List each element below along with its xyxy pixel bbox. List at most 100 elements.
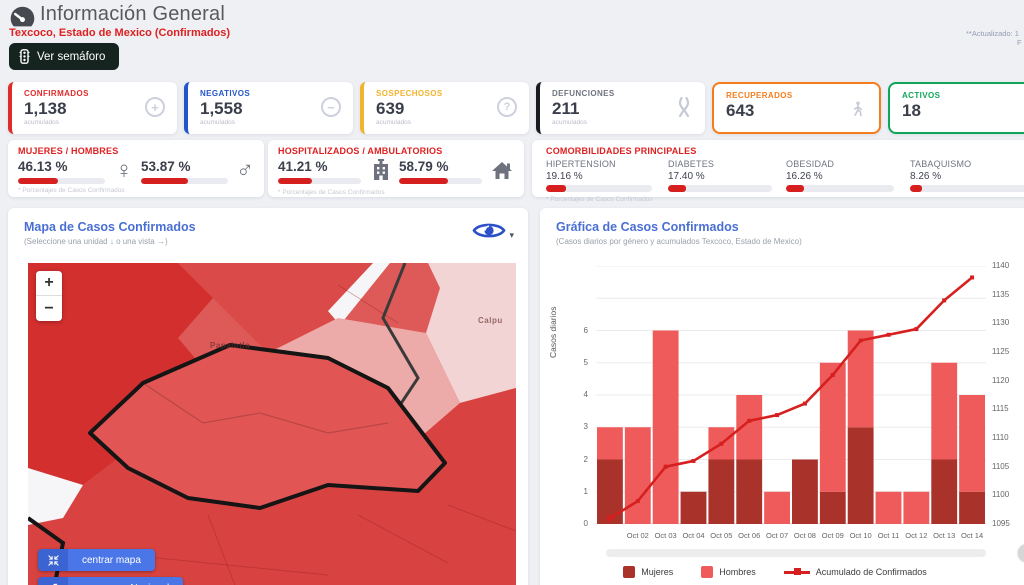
comorbidity-progress	[546, 185, 652, 192]
left-tick-label: 6	[583, 325, 588, 335]
bar-hombres-Oct 09[interactable]	[819, 362, 846, 492]
dashboard-gauge-icon	[10, 6, 35, 31]
comorbidity-item: OBESIDAD 16.26 %	[786, 159, 910, 192]
bar-mujeres-Oct 10[interactable]	[847, 427, 874, 524]
line-marker	[775, 413, 780, 418]
female-icon: ♀	[115, 157, 133, 184]
minus-circle-icon: −	[321, 97, 341, 117]
bar-hombres-Oct 03[interactable]	[652, 330, 679, 525]
compress-icon	[38, 549, 68, 571]
updated-text: **Actualizado: 1	[966, 29, 1019, 38]
card-label: ACTIVOS	[902, 91, 941, 100]
card-activos: ACTIVOS 18	[888, 82, 1024, 134]
ambulatory-percent: 58.79 %	[399, 159, 449, 174]
card-hosp-amb: HOSPITALIZADOS / AMBULATORIOS 41.21 % 58…	[268, 140, 524, 197]
right-tick-label: 1135	[992, 289, 1010, 299]
home-icon	[490, 159, 514, 186]
legend-item-acumulado[interactable]: Acumulado de Confirmados	[783, 567, 927, 577]
legend-item-hombres[interactable]: Hombres	[701, 566, 756, 578]
legend-label: Hombres	[719, 567, 756, 577]
bar-hombres-Oct 07[interactable]	[764, 491, 790, 524]
legend-item-mujeres[interactable]: Mujeres	[623, 566, 673, 578]
bar-mujeres-Oct 01[interactable]	[597, 459, 623, 525]
card-recuperados: RECUPERADOS 643	[712, 82, 881, 134]
x-tick-label: Oct 14	[961, 531, 984, 540]
bar-hombres-Oct 02[interactable]	[624, 427, 651, 524]
card-value: 639	[376, 99, 405, 118]
chart-range-scrollbar[interactable]	[606, 544, 1024, 561]
x-tick-label: Oct 04	[682, 531, 705, 540]
ambulatory-progress	[399, 178, 482, 184]
comorbidity-progress	[668, 185, 772, 192]
card-label: RECUPERADOS	[726, 91, 793, 100]
right-tick-label: 1120	[992, 375, 1010, 385]
zoom-in-button[interactable]: +	[36, 271, 62, 296]
right-tick-label: 1115	[992, 404, 1009, 414]
bar-mujeres-Oct 14[interactable]	[959, 491, 985, 524]
map-svg[interactable]	[28, 263, 516, 585]
line-marker	[886, 332, 891, 337]
comorbidity-percent: 19.16 %	[546, 171, 583, 182]
center-map-button[interactable]: centrar mapa	[38, 549, 155, 571]
bar-mujeres-Oct 04[interactable]	[680, 491, 707, 524]
card-negativos: NEGATIVOS 1,558 acumulados −	[184, 82, 353, 134]
map-view-menu-button[interactable]: ▾	[472, 220, 514, 241]
line-marker	[691, 458, 696, 463]
line-marker	[663, 464, 668, 469]
bar-mujeres-Oct 06[interactable]	[736, 459, 763, 525]
card-label: CONFIRMADOS	[24, 89, 89, 98]
chart-panel-subtitle: (Casos diarios por género y acumulados T…	[556, 237, 802, 246]
center-map-label: centrar mapa	[68, 549, 155, 571]
chart-svg[interactable]	[596, 265, 986, 525]
stat-cards-row: CONFIRMADOS 1,138 acumulados + NEGATIVOS…	[0, 82, 1024, 134]
x-tick-label: Oct 12	[905, 531, 928, 540]
ambulatory-stat: 58.79 %	[399, 159, 482, 184]
line-marker	[914, 327, 919, 332]
left-tick-label: 1	[583, 486, 588, 496]
bar-mujeres-Oct 13[interactable]	[931, 459, 958, 525]
eye-icon	[472, 223, 507, 238]
hospitalized-percent: 41.21 %	[278, 159, 328, 174]
card-value: 18	[902, 101, 921, 120]
choropleth-map[interactable]: Papalotla Calpu + − centrar mapa ↺ regre…	[28, 263, 516, 585]
x-tick-label: Oct 07	[766, 531, 789, 540]
male-stat: 53.87 %	[141, 159, 228, 184]
chart-plot-area[interactable]	[596, 265, 986, 525]
traffic-light-icon	[19, 49, 30, 64]
line-marker	[942, 298, 947, 303]
chart-panel: Gráfica de Casos Confirmados (Casos diar…	[540, 208, 1024, 585]
ver-semaforo-button[interactable]: Ver semáforo	[9, 43, 120, 70]
x-tick-label: Oct 08	[793, 531, 816, 540]
card-label: SOSPECHOSOS	[376, 89, 443, 98]
right-tick-label: 1105	[992, 461, 1010, 471]
comorbidity-label: DIABETES	[668, 159, 715, 169]
male-percent: 53.87 %	[141, 159, 191, 174]
bar-hombres-Oct 12[interactable]	[903, 491, 930, 524]
hospitalized-progress	[278, 178, 361, 184]
bar-hombres-Oct 10[interactable]	[847, 330, 874, 428]
bar-hombres-Oct 13[interactable]	[931, 362, 958, 460]
male-progress	[141, 178, 228, 184]
scrollbar-handle-left[interactable]	[1018, 544, 1024, 561]
bar-hombres-Oct 14[interactable]	[959, 395, 985, 492]
bar-mujeres-Oct 08[interactable]	[792, 459, 818, 525]
map-selected-municipality[interactable]	[88, 343, 447, 510]
bar-hombres-Oct 01[interactable]	[597, 427, 623, 460]
map-panel: Mapa de Casos Confirmados (Seleccione un…	[8, 208, 528, 585]
back-to-national-button[interactable]: ↺ regresar a Nacional	[38, 577, 184, 585]
accumulated-line[interactable]	[609, 276, 973, 520]
zoom-out-button[interactable]: −	[36, 296, 62, 321]
x-tick-label: Oct 09	[821, 531, 844, 540]
x-tick-label: Oct 05	[710, 531, 733, 540]
bar-mujeres-Oct 05[interactable]	[708, 459, 735, 525]
right-tick-label: 1110	[992, 433, 1009, 442]
bar-hombres-Oct 11[interactable]	[875, 491, 902, 524]
comorbidity-label: TABAQUISMO	[910, 159, 972, 169]
map-boundary-line	[381, 263, 420, 424]
comorbidity-progress	[910, 185, 1024, 192]
legend-swatch-hombres	[701, 566, 714, 578]
right-tick-label: 1130	[992, 318, 1010, 328]
bar-mujeres-Oct 09[interactable]	[819, 491, 846, 524]
x-tick-label: Oct 02	[626, 531, 649, 540]
x-tick-label: Oct 13	[933, 531, 956, 540]
